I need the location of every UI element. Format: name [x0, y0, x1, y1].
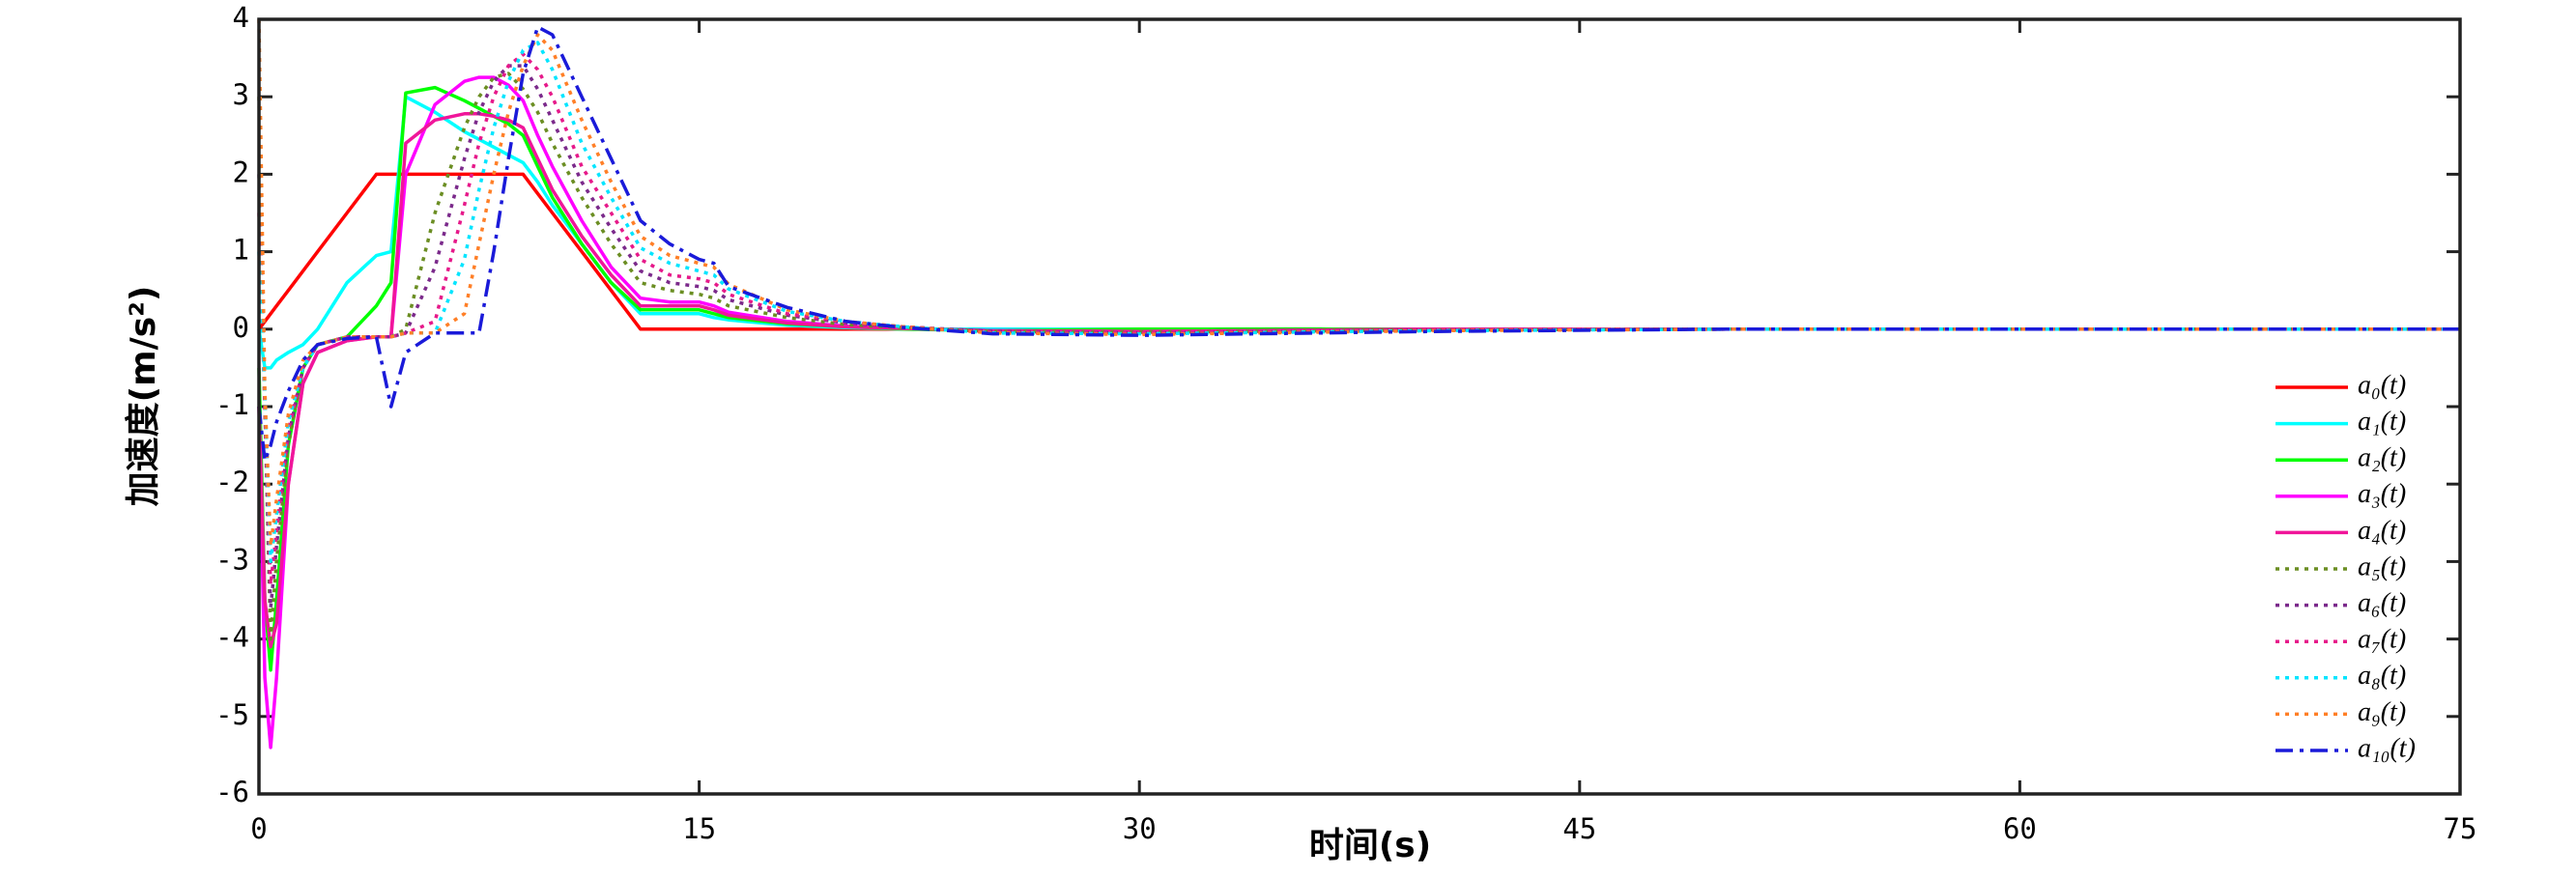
legend-label: a₀(t) [2358, 370, 2406, 400]
x-tick-label: 45 [1562, 812, 1596, 845]
x-axis-label: 时间(s) [1309, 826, 1431, 865]
y-axis-label: 加速度(m/s²) [124, 286, 163, 507]
y-tick-label: 3 [233, 78, 249, 111]
y-tick-label: -3 [215, 543, 249, 576]
series-line [257, 112, 2460, 649]
y-tick-label: 2 [233, 156, 249, 188]
y-tick-label: -1 [215, 388, 249, 421]
x-tick-label: 75 [2444, 812, 2477, 845]
plot-frame [257, 17, 2462, 796]
x-tick-label: 15 [682, 812, 716, 845]
y-tick-label: -2 [215, 466, 249, 498]
legend-label: a₃(t) [2358, 479, 2406, 509]
series-line [257, 75, 2460, 750]
legend-label: a₅(t) [2358, 552, 2406, 581]
x-tick-label: 30 [1123, 812, 1157, 845]
legend-label: a₁(t) [2358, 407, 2406, 437]
y-tick-label: 0 [233, 311, 249, 344]
y-tick-label: -4 [215, 621, 249, 654]
y-tick-label: 4 [233, 1, 249, 34]
y-tick-label: 1 [233, 234, 249, 267]
legend-label: a₇(t) [2358, 625, 2406, 655]
legend-label: a₄(t) [2358, 516, 2406, 546]
series-line [257, 52, 2460, 587]
series-line [257, 64, 2460, 610]
legend-label: a₆(t) [2358, 588, 2406, 618]
legend-label: a₁₀(t) [2358, 733, 2416, 763]
legend-label: a₂(t) [2358, 443, 2406, 473]
y-tick-label: -5 [215, 698, 249, 731]
series-line [257, 25, 2460, 463]
legend-label: a₉(t) [2358, 697, 2406, 727]
x-tick-label: 60 [2003, 812, 2037, 845]
x-tick-label: 0 [250, 812, 267, 845]
y-tick-label: -6 [215, 776, 249, 808]
series-line [257, 85, 2460, 672]
legend-label: a₈(t) [2358, 661, 2406, 691]
series-line [257, 41, 2460, 564]
series-line [257, 18, 2460, 549]
